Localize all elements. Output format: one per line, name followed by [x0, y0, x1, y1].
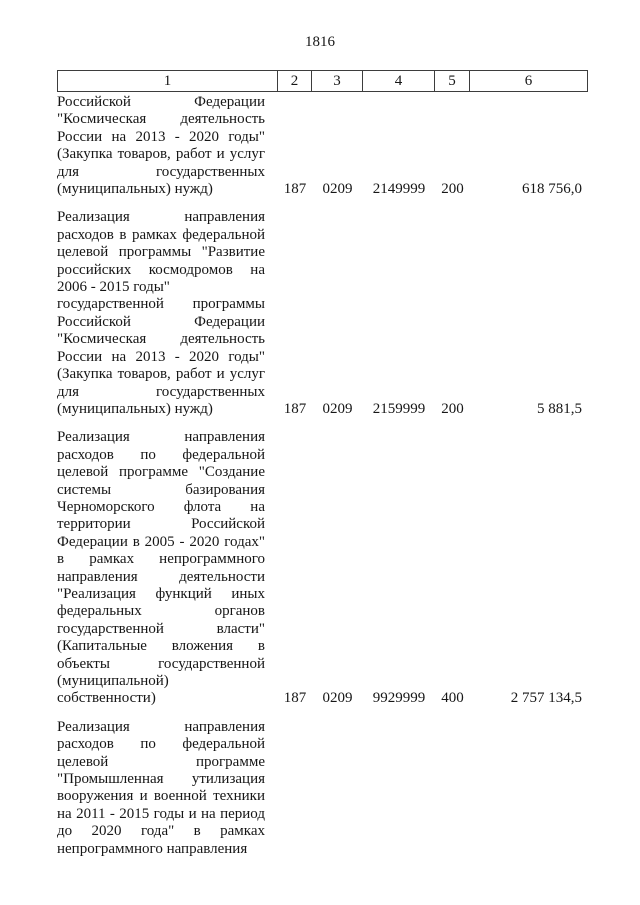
page-number: 1816 [305, 34, 335, 50]
name-paragraph: государственной программы Российской Фед… [57, 296, 265, 417]
cell-col3: 0209 [322, 400, 353, 417]
name-cell: Реализация направления расходов по федер… [57, 429, 278, 708]
name-paragraph: Реализация направления расходов в рамках… [57, 209, 265, 296]
header-cell-4: 4 [363, 70, 435, 92]
name-paragraph: Реализация направления расходов по федер… [57, 718, 265, 857]
header-cell-3: 3 [312, 70, 363, 92]
cell-col2: 187 [283, 690, 307, 707]
cell-col4: 2149999 [372, 181, 426, 198]
cell-col5: 200 [441, 400, 464, 417]
table-row: Реализация направления расходов в рамках… [57, 209, 588, 418]
name-paragraph: Реализация направления расходов по федер… [57, 429, 265, 707]
cell-amount: 5 881,5 [537, 400, 582, 417]
cell-col3: 0209 [322, 181, 353, 198]
table-row: Реализация направления расходов по федер… [57, 429, 588, 708]
header-cell-1: 1 [57, 70, 278, 92]
table-header-row: 1 2 3 4 5 6 [57, 70, 588, 92]
cell-amount: 2 757 134,5 [510, 690, 582, 707]
cell-col5: 200 [441, 181, 464, 198]
name-cell: Реализация направления расходов по федер… [57, 719, 278, 858]
name-cell: Российской Федерации "Космическая деятел… [57, 94, 278, 198]
cell-col2: 187 [283, 400, 307, 417]
cell-col4: 9929999 [372, 690, 426, 707]
cell-amount: 618 756,0 [522, 181, 582, 198]
cell-col2: 187 [283, 181, 307, 198]
header-cell-5: 5 [435, 70, 470, 92]
budget-table: 1 2 3 4 5 6 Российской Федерации "Космич… [57, 70, 588, 858]
name-cell: Реализация направления расходов в рамках… [57, 209, 278, 418]
table-body: Российской Федерации "Космическая деятел… [57, 94, 588, 858]
table-row: Российской Федерации "Космическая деятел… [57, 94, 588, 198]
cell-col3: 0209 [322, 690, 353, 707]
header-cell-2: 2 [278, 70, 312, 92]
cell-col4: 2159999 [372, 400, 426, 417]
header-cell-6: 6 [470, 70, 588, 92]
table-row: Реализация направления расходов по федер… [57, 719, 588, 858]
cell-col5: 400 [441, 690, 464, 707]
name-paragraph: Российской Федерации "Космическая деятел… [57, 94, 265, 198]
